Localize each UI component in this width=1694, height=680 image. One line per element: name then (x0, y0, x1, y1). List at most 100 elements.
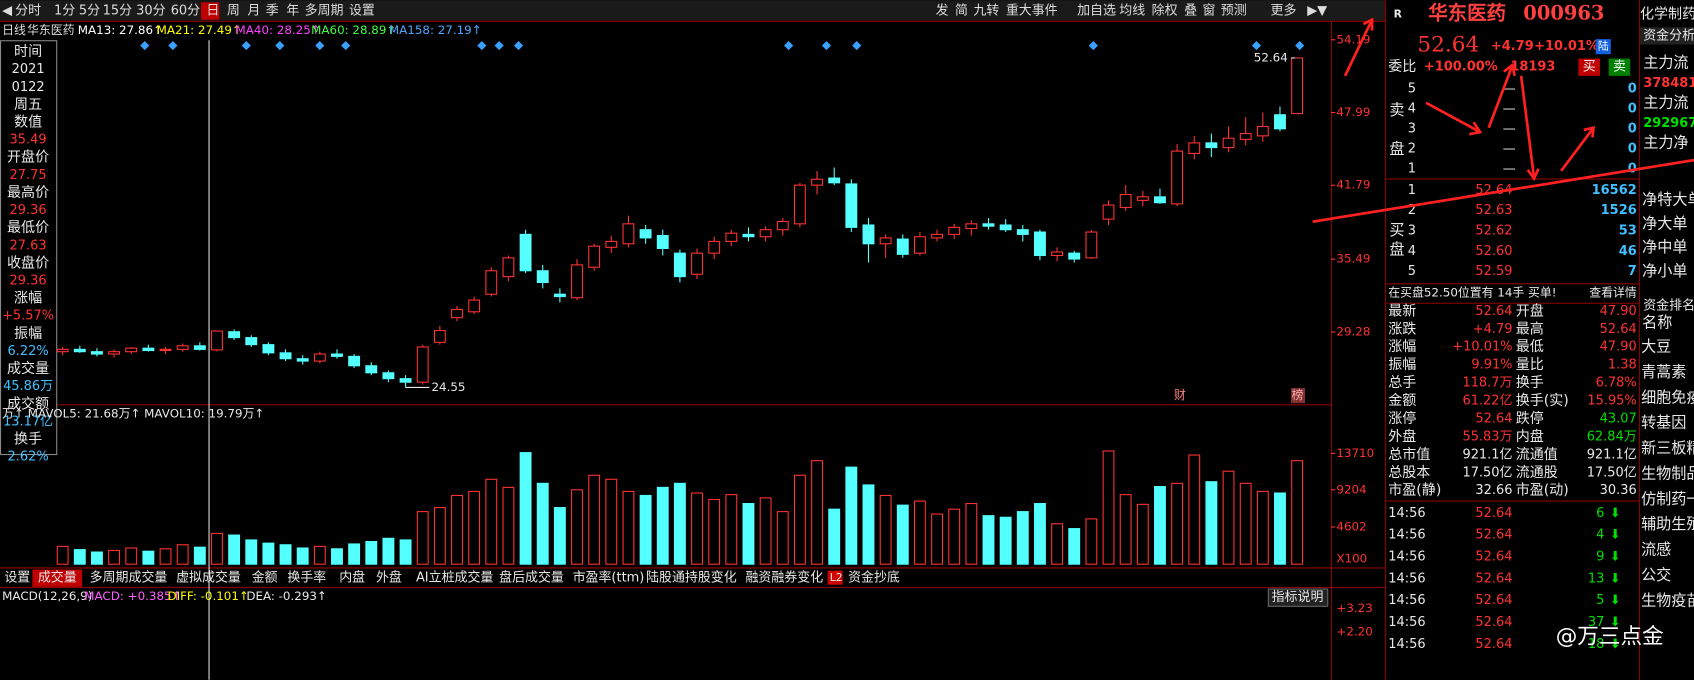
toolbar-button[interactable]: 均线 (1119, 4, 1145, 19)
toolbar-button[interactable]: 设置 (349, 4, 375, 19)
info-value: 29.36 (10, 203, 47, 218)
ma-legend: MA13: 27.86↑ (78, 23, 163, 37)
candle-body (999, 224, 1012, 231)
volume-bar (211, 532, 223, 565)
tick-arrow: ⬇ (1610, 506, 1621, 521)
stat-label: 金额 (1388, 393, 1416, 409)
info-label: 数值 (14, 115, 42, 131)
rank-item[interactable]: 生物疫苗 (1641, 591, 1694, 609)
toolbar-button[interactable]: 简 (955, 3, 968, 19)
rank-item[interactable]: 新三板精 (1641, 439, 1694, 457)
candle-body (862, 224, 875, 245)
rank-item[interactable]: 大豆 (1641, 338, 1671, 356)
rank-item[interactable]: 细胞免疫 (1641, 388, 1694, 406)
side-label: 卖 (1389, 101, 1404, 119)
toolbar-button[interactable]: 5分 (79, 4, 100, 19)
level-price: 52.63 (1475, 203, 1512, 218)
indicator-tab[interactable]: 外盘 (376, 570, 402, 586)
candle-body (382, 372, 395, 380)
level-price: — (1503, 101, 1516, 116)
candle-body (331, 353, 343, 357)
stat-value: 17.50亿 (1587, 465, 1637, 480)
stat-label: 涨停 (1388, 410, 1416, 427)
toolbar-button[interactable]: 月 (247, 4, 260, 19)
toolbar-button[interactable]: 窗 (1202, 3, 1215, 19)
stock-name: 华东医药 (27, 23, 75, 37)
rank-item[interactable]: 辅助生殖 (1641, 515, 1694, 533)
toolbar-button[interactable]: 周 (227, 4, 240, 19)
volume-bar (1068, 528, 1081, 565)
candle-body (742, 233, 755, 238)
indicator-tab[interactable]: 设置 (4, 571, 30, 586)
volume-bar (862, 484, 875, 565)
y-tick-label: 41.79 (1336, 178, 1370, 192)
indicator-tab[interactable]: AI立桩成交量 (416, 570, 493, 586)
indicator-tab[interactable]: 换手率 (287, 570, 326, 586)
volume-bar (262, 542, 275, 565)
volume-bar (1136, 503, 1149, 565)
volume-bar (999, 516, 1012, 565)
volume-bar (639, 494, 652, 565)
toolbar-button[interactable]: 60分 (171, 4, 200, 19)
toolbar-button[interactable]: 年 (286, 4, 299, 19)
quote-name: 华东医药 (1428, 1, 1506, 24)
toolbar-button[interactable]: 除权 (1152, 3, 1178, 19)
arrow (1560, 125, 1596, 172)
candle-body (588, 245, 601, 268)
candle-body (1188, 142, 1201, 154)
indicator-tab[interactable]: 成交量 (38, 570, 77, 586)
help-button[interactable]: 指标说明 (1272, 590, 1324, 605)
indicator-tab[interactable]: 市盈率(ttm) (573, 570, 645, 586)
toolbar-button[interactable]: 重大事件 (1006, 3, 1058, 19)
toolbar-button[interactable]: 预测 (1221, 4, 1247, 19)
rank-item[interactable]: 青蒿素 (1641, 363, 1686, 381)
toolbar-button[interactable]: 多周期 (305, 4, 344, 19)
stat-label: 换手 (1516, 374, 1544, 391)
toolbar-button[interactable]: 季 (266, 4, 279, 19)
toolbar-button[interactable]: 1分 (54, 4, 75, 19)
indicator-tab[interactable]: 盘后成交量 (499, 570, 564, 586)
indicator-tab[interactable]: 虚拟成交量 (176, 570, 241, 586)
level-volume: 0 (1628, 101, 1637, 116)
toolbar-button[interactable]: 15分 (103, 4, 132, 19)
toolbar-button[interactable]: 九转 (973, 4, 999, 19)
stat-value: 1.38 (1608, 358, 1637, 373)
indicator-tab[interactable]: L2 (830, 571, 843, 584)
indicator-tab[interactable]: 融资融券变化 (745, 570, 823, 586)
volume-unit: X100 (1336, 551, 1367, 565)
info-value: 35.49 (10, 133, 47, 148)
indicator-tab[interactable]: 陆股通持股变化 (646, 570, 737, 586)
event-tag: 榜 (1292, 388, 1304, 402)
sell-button[interactable]: 卖 (1613, 60, 1626, 75)
side-tab[interactable]: 资金分析 (1643, 27, 1694, 43)
indicator-tab[interactable]: 多周期成交量 (90, 570, 168, 586)
indicator-tab[interactable]: 内盘 (339, 570, 365, 586)
indicator-tab[interactable]: 金额 (252, 570, 278, 586)
rank-item[interactable]: 公交 (1641, 566, 1671, 584)
toolbar-button[interactable]: 发 (936, 3, 949, 19)
tick-price: 52.64 (1475, 506, 1512, 521)
rank-item[interactable]: 生物制品 (1641, 464, 1694, 482)
toolbar-button[interactable]: 叠 (1184, 4, 1197, 19)
stat-value: 118.7万 (1462, 376, 1512, 391)
candle-body (656, 235, 669, 250)
candle-body (536, 270, 549, 284)
toolbar-button[interactable]: 更多 (1270, 4, 1296, 19)
rank-item[interactable]: 转基因 (1641, 414, 1686, 432)
buy-button[interactable]: 买 (1583, 60, 1596, 75)
stat-label: 最高 (1516, 320, 1544, 337)
icon: ▶▼ (1307, 4, 1327, 19)
toolbar-button[interactable]: 30分 (136, 4, 165, 19)
toolbar-button[interactable]: 日 (206, 4, 219, 19)
volume-bar (159, 548, 172, 565)
rank-item[interactable]: 仿制药一 (1641, 490, 1694, 508)
indicator-tab[interactable]: 资金抄底 (848, 570, 900, 586)
stat-value: 17.50亿 (1462, 465, 1512, 480)
candle-body (691, 252, 703, 275)
level-index: 2 (1408, 141, 1416, 156)
notice-link[interactable]: 查看详情 (1589, 286, 1637, 300)
toolbar-button[interactable]: 加自选 (1077, 4, 1116, 19)
toolbar-button[interactable]: 分时 (15, 4, 41, 19)
volume-bar (1016, 511, 1029, 565)
rank-item[interactable]: 流感 (1641, 541, 1671, 559)
